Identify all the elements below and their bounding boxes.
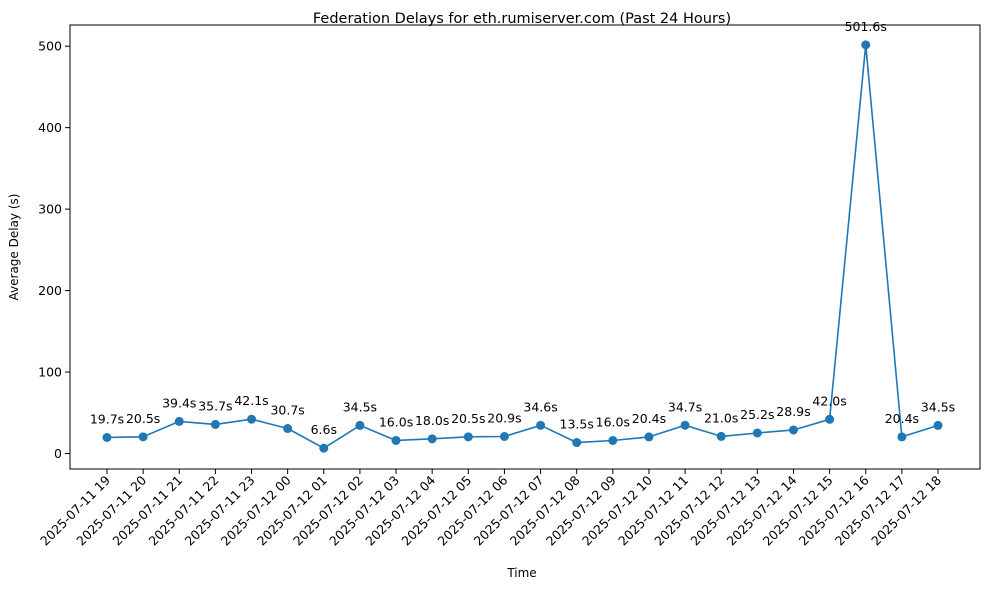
y-tick-label: 0 (54, 446, 62, 461)
data-point (861, 40, 871, 50)
data-label: 18.0s (415, 413, 449, 428)
series-line (106, 44, 939, 449)
data-label: 42.1s (234, 393, 268, 408)
y-axis-label: Average Delay (s) (7, 194, 21, 301)
data-point (788, 425, 798, 435)
data-label: 13.5s (560, 417, 594, 432)
data-point (427, 434, 437, 444)
data-point (247, 414, 257, 424)
x-axis-label: Time (506, 566, 536, 580)
y-tick-label: 300 (38, 202, 62, 217)
data-label: 16.0s (596, 414, 630, 429)
data-point (608, 435, 618, 445)
data-point (752, 428, 762, 438)
data-point (391, 435, 401, 445)
series-layer (102, 40, 943, 453)
data-label: 21.0s (704, 410, 738, 425)
data-point (283, 424, 293, 434)
data-point (499, 431, 509, 441)
data-point (355, 420, 365, 430)
data-point (138, 432, 148, 442)
data-label: 34.5s (343, 399, 377, 414)
data-point (680, 420, 690, 430)
data-label: 19.7s (90, 411, 124, 426)
data-label: 6.6s (311, 422, 337, 437)
data-label: 42.0s (812, 393, 846, 408)
data-point (716, 431, 726, 441)
data-label: 16.0s (379, 414, 413, 429)
data-point (897, 432, 907, 442)
data-point (174, 416, 184, 426)
y-axis: 0 100 200 300 400 500 (38, 39, 70, 461)
data-point (210, 419, 220, 429)
y-tick-label: 200 (38, 283, 62, 298)
data-label: 20.5s (126, 411, 160, 426)
y-tick-label: 500 (38, 39, 62, 54)
data-point (825, 414, 835, 424)
data-label: 34.7s (668, 399, 702, 414)
data-label: 20.9s (487, 410, 521, 425)
data-label: 34.6s (523, 399, 557, 414)
chart-title: Federation Delays for eth.rumiserver.com… (313, 11, 731, 27)
data-label: 28.9s (776, 404, 810, 419)
data-label: 25.2s (740, 407, 774, 422)
plot-area-frame (69, 24, 981, 470)
data-point (644, 432, 654, 442)
data-point (536, 420, 546, 430)
data-point (319, 443, 329, 453)
data-label: 20.5s (451, 411, 485, 426)
y-tick-label: 100 (38, 365, 62, 380)
data-label: 34.5s (921, 399, 955, 414)
data-label: 30.7s (270, 403, 304, 418)
data-point (463, 432, 473, 442)
data-label: 501.6s (845, 19, 887, 34)
data-label: 20.4s (632, 411, 666, 426)
data-point (572, 438, 582, 448)
data-point (933, 420, 943, 430)
y-tick-label: 400 (38, 120, 62, 135)
data-point (102, 432, 112, 442)
data-label: 39.4s (162, 395, 196, 410)
data-label: 20.4s (885, 411, 919, 426)
data-label: 35.7s (198, 398, 232, 413)
